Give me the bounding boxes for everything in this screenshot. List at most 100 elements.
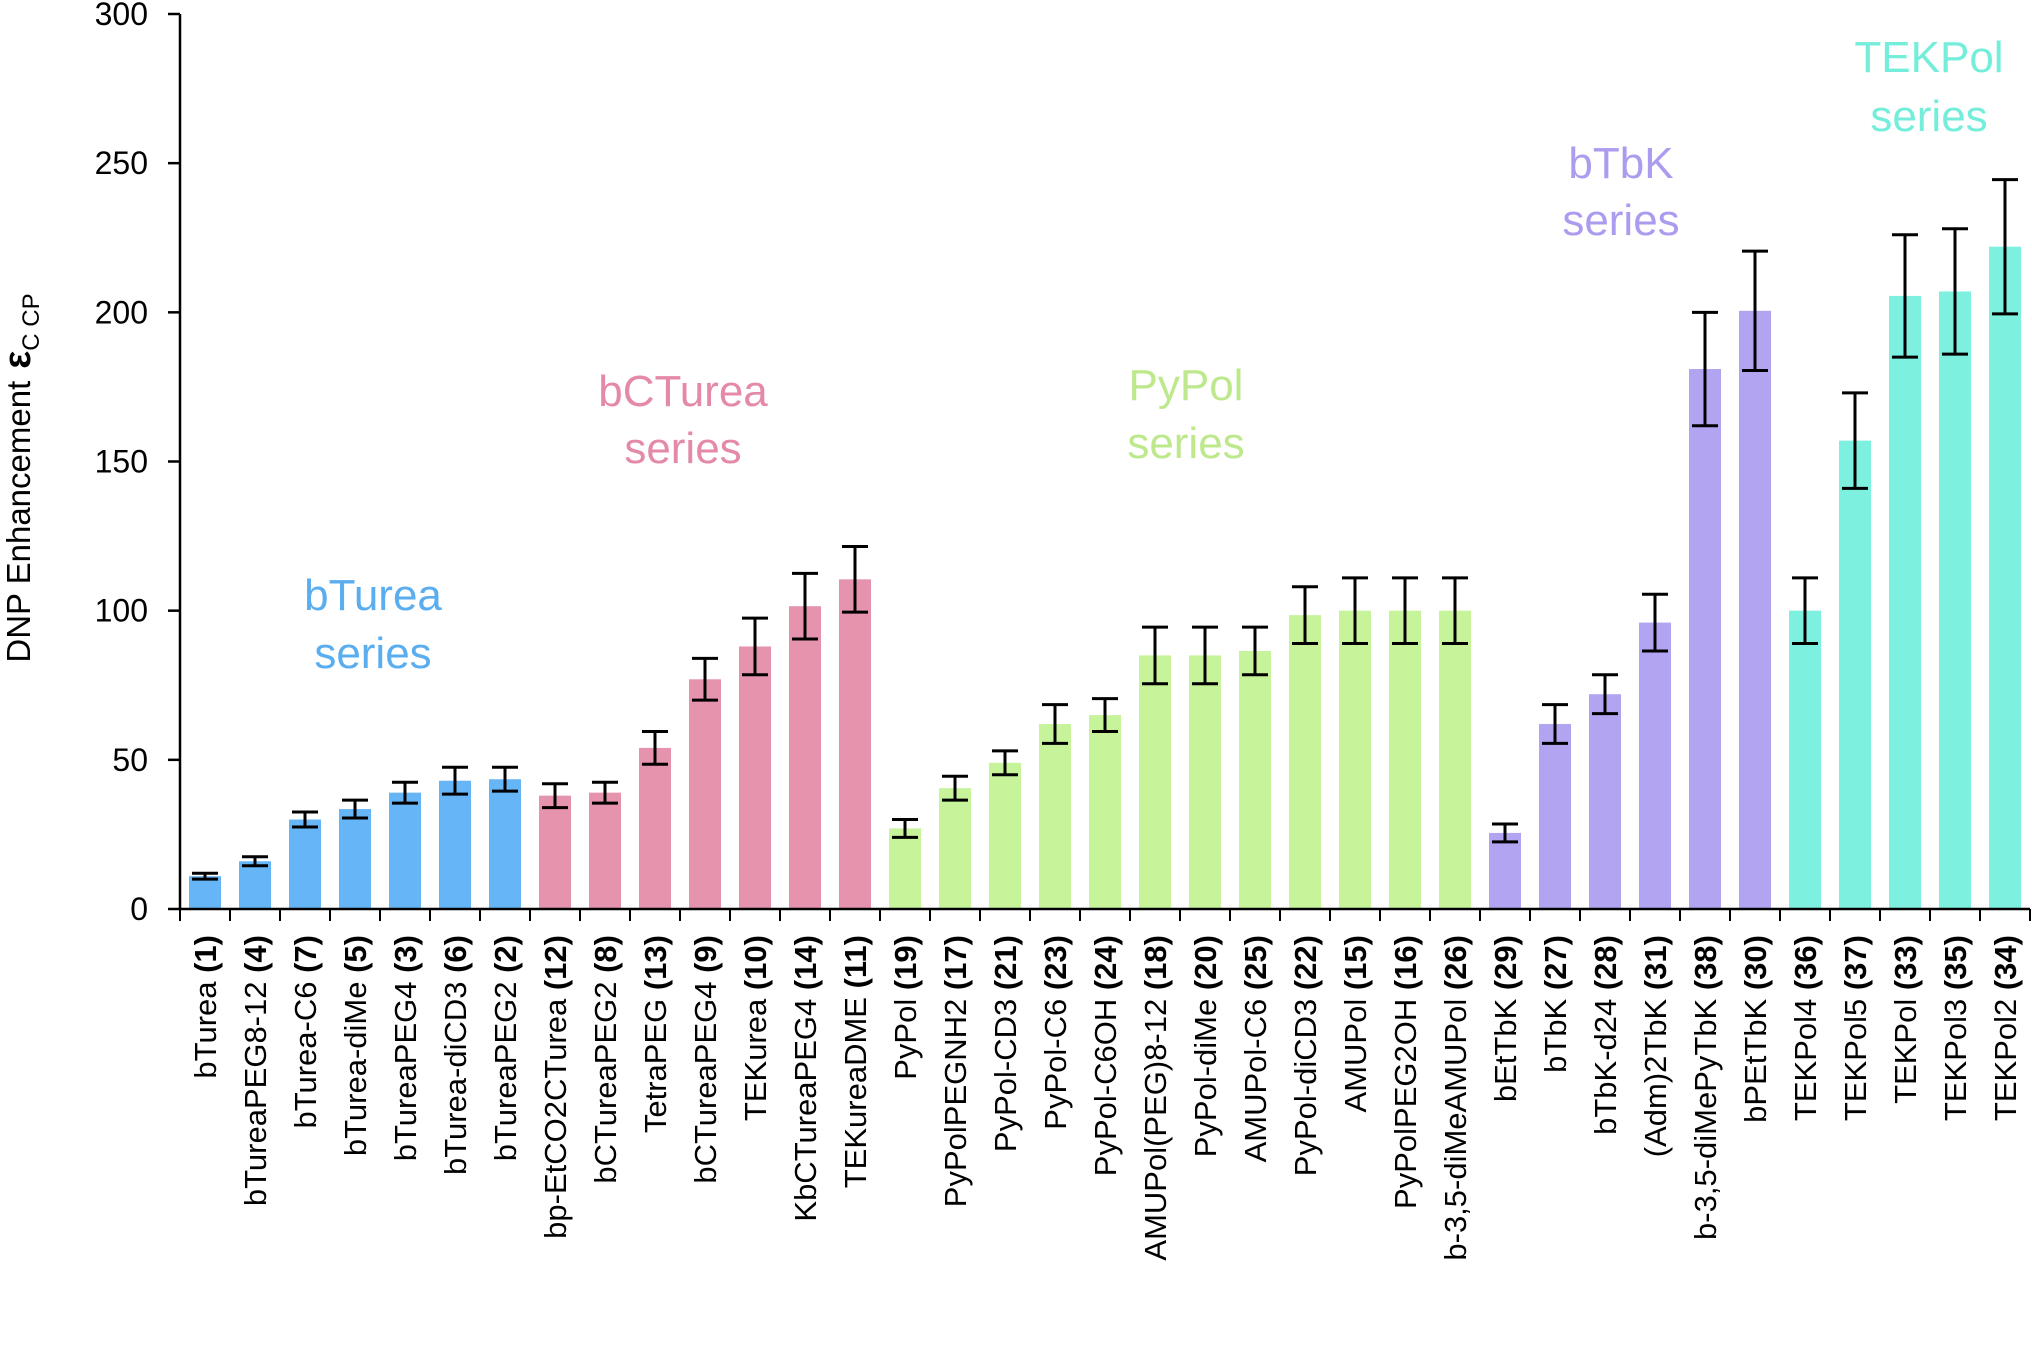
x-category-label: PyPol-diCD3 (22)	[1288, 935, 1323, 1176]
bar	[239, 861, 271, 909]
x-category-number: (11)	[838, 935, 873, 988]
series-label-line1: TEKPol	[1854, 33, 2003, 82]
series-label-line2: series	[1562, 196, 1679, 245]
x-category-label: PyPolPEGNH2 (17)	[938, 935, 973, 1207]
x-category-number: (27)	[1538, 935, 1573, 990]
bar	[1789, 610, 1821, 909]
bar	[1989, 246, 2021, 909]
x-category-name: PyPol-diCD3	[1288, 990, 1323, 1176]
x-category-label: PyPol-diMe (20)	[1188, 935, 1223, 1157]
x-category-name: bCTureaPEG4	[688, 973, 723, 1184]
x-category-label: PyPol (19)	[888, 935, 923, 1080]
bar	[839, 579, 871, 909]
bar	[689, 679, 721, 909]
y-axis-title-subscript: C CP	[18, 293, 45, 350]
x-category-label: b-3,5-diMeAMUPol (26)	[1438, 935, 1473, 1261]
bar	[1439, 610, 1471, 909]
x-category-name: TEKPol5	[1838, 990, 1873, 1121]
x-category-name: PyPol-CD3	[988, 990, 1023, 1152]
y-ticks-layer: 0 50 100 150 200 250 300	[95, 0, 180, 927]
x-category-number: (19)	[888, 935, 923, 990]
x-category-name: PyPol-diMe	[1188, 990, 1223, 1157]
x-category-label: KbCTureaPEG4 (14)	[788, 935, 823, 1222]
y-tick-label: 200	[95, 294, 148, 330]
x-category-name: PyPolPEGNH2	[938, 990, 973, 1207]
bar	[1589, 694, 1621, 909]
x-category-name: bTurea	[188, 973, 223, 1079]
series-label-line2: series	[1870, 92, 1987, 141]
bar	[289, 819, 321, 909]
bar	[1489, 832, 1521, 909]
y-tick-label: 150	[95, 444, 148, 480]
x-category-label: PyPol-C6OH (24)	[1088, 935, 1123, 1176]
x-category-label: bTurea-diMe (5)	[338, 935, 373, 1156]
x-category-name: AMUPol	[1338, 990, 1373, 1112]
bar	[1089, 715, 1121, 909]
bar	[1639, 622, 1671, 909]
x-category-name: TEKPol3	[1938, 990, 1973, 1121]
bar	[1189, 655, 1221, 909]
series-label-line1: bTurea	[304, 571, 442, 620]
series-label-line1: bCTurea	[598, 367, 768, 416]
x-category-number: (30)	[1738, 935, 1773, 990]
x-category-name: bTurea-diCD3	[438, 973, 473, 1175]
y-tick-label: 50	[112, 742, 148, 778]
bar	[1939, 291, 1971, 909]
x-category-name: bPEtTbK	[1738, 990, 1773, 1123]
x-category-label: TEKPol2 (34)	[1988, 935, 2023, 1121]
category-labels-layer: bTurea (1) bTureaPEG8-12 (4) bTurea-C6 (7)…	[188, 935, 2023, 1261]
series-labels-layer: bTureaseriesbCTureaseriesPyPolseriesbTbK…	[304, 33, 2003, 678]
y-tick-label: 300	[95, 0, 148, 32]
x-category-number: (2)	[488, 935, 523, 973]
bar	[789, 606, 821, 909]
x-category-number: (8)	[588, 935, 623, 973]
x-category-number: (25)	[1238, 935, 1273, 990]
x-category-label: PyPol-C6 (23)	[1038, 935, 1073, 1130]
x-category-number: (16)	[1388, 935, 1423, 990]
x-category-label: bEtTbK (29)	[1488, 935, 1523, 1102]
x-category-name: PyPolPEG2OH	[1388, 990, 1423, 1209]
x-category-label: PyPol-CD3 (21)	[988, 935, 1023, 1152]
x-category-label: bTurea-diCD3 (6)	[438, 935, 473, 1175]
error-bars-layer	[192, 178, 2018, 881]
x-category-name: TEKPol2	[1988, 990, 2023, 1121]
bar	[1389, 610, 1421, 909]
x-category-number: (23)	[1038, 935, 1073, 990]
x-category-label: PyPolPEG2OH (16)	[1388, 935, 1423, 1209]
x-category-label: AMUPol-C6 (25)	[1238, 935, 1273, 1162]
x-category-name: AMUPol-C6	[1238, 990, 1273, 1162]
x-category-name: bTbK	[1538, 990, 1573, 1073]
bar	[1039, 724, 1071, 909]
series-label-line1: bTbK	[1568, 139, 1673, 188]
bar	[1289, 615, 1321, 909]
x-category-number: (3)	[388, 935, 423, 973]
bar	[539, 795, 571, 909]
x-category-label: TetraPEG (13)	[638, 935, 673, 1133]
bar	[1689, 369, 1721, 909]
x-category-name: b-3,5-diMeAMUPol	[1438, 990, 1473, 1260]
bar	[889, 828, 921, 909]
x-category-number: (34)	[1988, 935, 2023, 990]
bar	[589, 792, 621, 909]
x-category-name: bTureaPEG8-12	[238, 973, 273, 1206]
x-category-name: b-3,5-diMePyTbK	[1688, 990, 1723, 1240]
series-label-bcturea: bCTurea series	[598, 367, 768, 473]
bar	[1739, 310, 1771, 909]
x-category-label: TEKureaDME (11)	[838, 935, 873, 1188]
y-axis-title-text: DNP Enhancement	[0, 381, 37, 663]
series-label-tekpol: TEKPol series	[1854, 33, 2003, 141]
x-category-label: bTbK (27)	[1538, 935, 1573, 1073]
x-category-name: bTurea-diMe	[338, 973, 373, 1156]
x-ticks-layer	[179, 909, 2031, 921]
x-category-name: bTurea-C6	[288, 973, 323, 1129]
x-category-name: PyPol-C6	[1038, 990, 1073, 1130]
x-category-name: TetraPEG	[638, 990, 673, 1133]
x-category-number: (12)	[538, 935, 573, 990]
x-category-name: KbCTureaPEG4	[788, 990, 823, 1221]
x-category-name: TEKureaDME	[838, 988, 873, 1188]
x-category-number: (4)	[238, 935, 273, 973]
x-category-label: bTureaPEG4 (3)	[388, 935, 423, 1161]
x-category-label: bp-EtCO2CTurea (12)	[538, 935, 573, 1239]
x-category-label: bTurea-C6 (7)	[288, 935, 323, 1129]
